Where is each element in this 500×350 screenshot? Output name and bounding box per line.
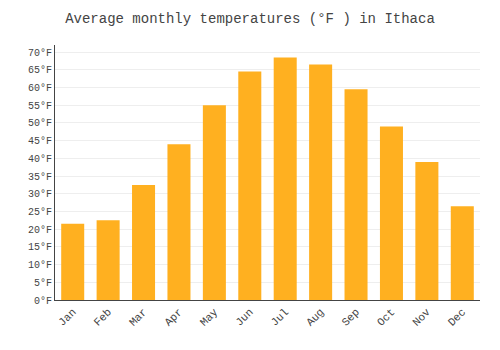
- svg-text:60°F: 60°F: [28, 83, 52, 94]
- svg-text:55°F: 55°F: [28, 101, 52, 112]
- svg-text:Dec: Dec: [446, 306, 468, 328]
- svg-text:Feb: Feb: [92, 306, 114, 328]
- svg-text:65°F: 65°F: [28, 65, 52, 76]
- svg-text:30°F: 30°F: [28, 189, 52, 200]
- svg-text:25°F: 25°F: [28, 207, 52, 218]
- svg-text:Nov: Nov: [410, 306, 433, 329]
- svg-text:20°F: 20°F: [28, 225, 52, 236]
- svg-text:Jul: Jul: [269, 306, 291, 328]
- svg-text:5°F: 5°F: [34, 278, 52, 289]
- svg-text:Mar: Mar: [127, 306, 149, 328]
- svg-text:70°F: 70°F: [28, 48, 52, 59]
- svg-text:Oct: Oct: [375, 306, 397, 328]
- svg-text:15°F: 15°F: [28, 242, 52, 253]
- svg-text:Sep: Sep: [340, 306, 362, 328]
- svg-text:Apr: Apr: [162, 306, 184, 328]
- svg-text:Average monthly temperatures (: Average monthly temperatures (°F ) in It…: [65, 11, 435, 27]
- svg-text:35°F: 35°F: [28, 172, 52, 183]
- svg-text:Jun: Jun: [233, 306, 255, 328]
- svg-text:0°F: 0°F: [34, 296, 52, 307]
- svg-text:50°F: 50°F: [28, 118, 52, 129]
- svg-text:May: May: [198, 306, 221, 329]
- svg-text:40°F: 40°F: [28, 154, 52, 165]
- svg-text:Jan: Jan: [56, 306, 78, 328]
- svg-text:Aug: Aug: [304, 306, 326, 328]
- svg-text:10°F: 10°F: [28, 260, 52, 271]
- svg-text:45°F: 45°F: [28, 136, 52, 147]
